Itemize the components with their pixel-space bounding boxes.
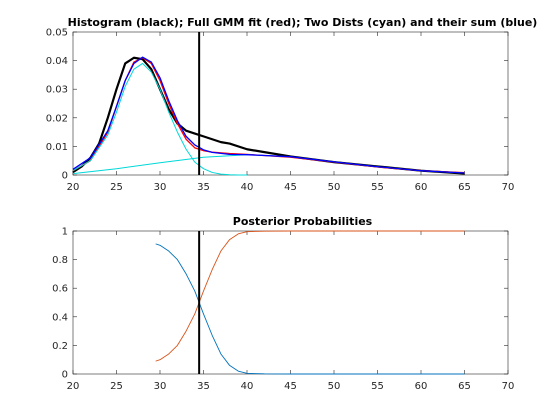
y-tick-label: 0.6 (52, 284, 68, 295)
x-tick-label: 65 (458, 182, 471, 193)
y-tick-label: 0.03 (46, 85, 68, 96)
y-tick-label: 1 (62, 227, 68, 238)
x-tick-label: 45 (284, 381, 297, 392)
y-tick-label: 0 (62, 370, 68, 381)
series-line-component-1 (72, 62, 247, 176)
x-tick-label: 30 (154, 182, 167, 193)
x-tick-label: 50 (328, 182, 341, 193)
axes-bottom-posterior: 20 25 30 35 40 45 50 55 60 65 70 0 0.2 0.4 0.6 0.8 1 Post… (52, 215, 514, 392)
series-line-posterior-component-2 (155, 230, 465, 362)
axes-frame (72, 31, 509, 176)
x-tick-label: 40 (241, 182, 254, 193)
x-tick-label: 50 (328, 381, 341, 392)
y-tick-label: 0.02 (46, 113, 68, 124)
x-tick-label: 70 (502, 381, 515, 392)
x-tick-label: 55 (371, 182, 384, 193)
y-tick-label: 0.04 (46, 56, 68, 67)
series-line-posterior-component-1 (155, 243, 465, 375)
x-tick-label: 20 (67, 182, 80, 193)
y-tick-label: 0.8 (52, 255, 68, 266)
axes-top-histogram: 20 25 30 35 40 45 50 55 60 65 70 0 0.01 0.02 0.03 0.04 0… (46, 16, 538, 193)
chart-title: Posterior Probabilities (233, 215, 373, 228)
axes-frame (72, 230, 509, 375)
x-tick-label: 25 (110, 182, 123, 193)
y-tick-label: 0.2 (52, 341, 68, 352)
x-tick-label: 55 (371, 381, 384, 392)
x-tick-label: 35 (197, 381, 210, 392)
x-tick-label: 35 (197, 182, 210, 193)
y-tick-label: 0.01 (46, 142, 68, 153)
chart-title: Histogram (black); Full GMM fit (red); T… (68, 16, 538, 29)
series-line-histogram (72, 56, 465, 175)
y-tick-label: 0 (62, 171, 68, 182)
y-tick-label: 0.4 (52, 312, 68, 323)
x-tick-label: 40 (241, 381, 254, 392)
x-tick-label: 60 (415, 182, 428, 193)
series-line-sum (72, 56, 465, 174)
x-tick-label: 65 (458, 381, 471, 392)
y-tick-label: 0.05 (46, 28, 68, 39)
x-tick-label: 25 (110, 381, 123, 392)
x-tick-label: 45 (284, 182, 297, 193)
x-tick-label: 60 (415, 381, 428, 392)
x-tick-label: 20 (67, 381, 80, 392)
x-tick-label: 70 (502, 182, 515, 193)
x-tick-label: 30 (154, 381, 167, 392)
